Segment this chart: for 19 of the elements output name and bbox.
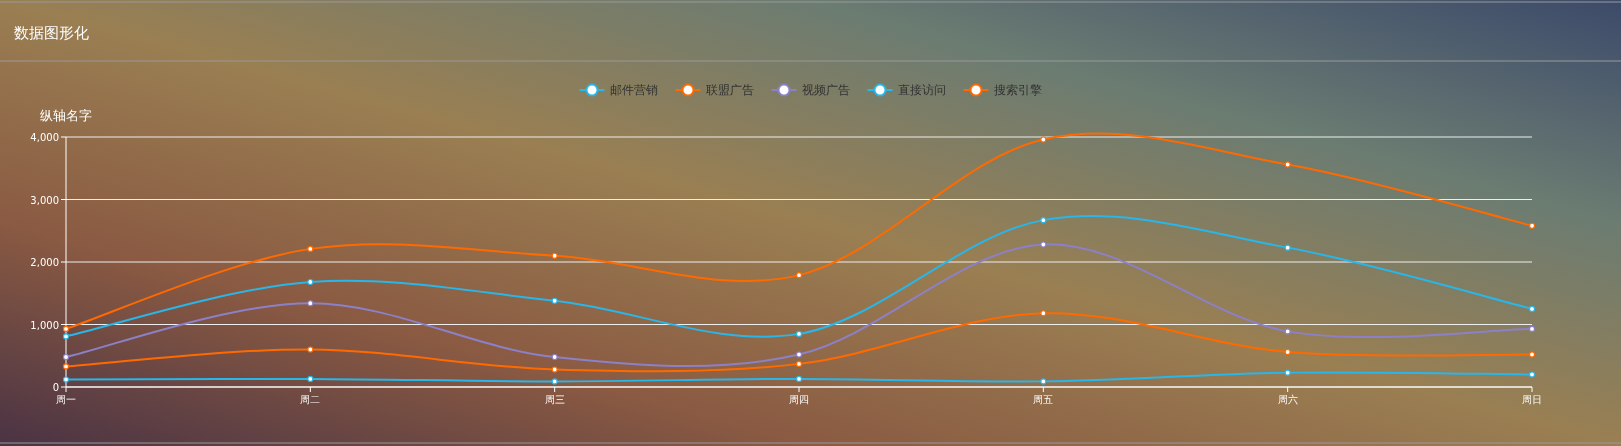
chart-title: 数据图形化 <box>14 24 89 42</box>
x-tick-label: 周五 <box>1033 394 1054 405</box>
x-tick-label: 周日 <box>1522 394 1542 405</box>
y-tick-label: 0 <box>52 382 59 393</box>
x-tick-label: 周二 <box>300 394 321 405</box>
x-tick-label: 周三 <box>544 394 565 405</box>
legend-label: 直接访问 <box>897 83 946 97</box>
y-tick-label: 2,000 <box>30 257 59 268</box>
x-tick-label: 周四 <box>789 394 809 405</box>
legend-label: 邮件营销 <box>609 83 658 97</box>
legend-label: 搜索引擎 <box>993 83 1042 97</box>
y-tick-label: 1,000 <box>30 319 59 331</box>
legend-label: 联盟广告 <box>705 83 754 97</box>
legend-label: 视频广告 <box>801 83 850 97</box>
y-tick-label: 3,000 <box>30 194 59 206</box>
x-tick-label: 周六 <box>1277 394 1298 405</box>
y-axis-title: 纵轴名字 <box>40 108 92 123</box>
y-tick-label: 4,000 <box>30 132 59 143</box>
x-tick-label: 周一 <box>56 394 76 405</box>
